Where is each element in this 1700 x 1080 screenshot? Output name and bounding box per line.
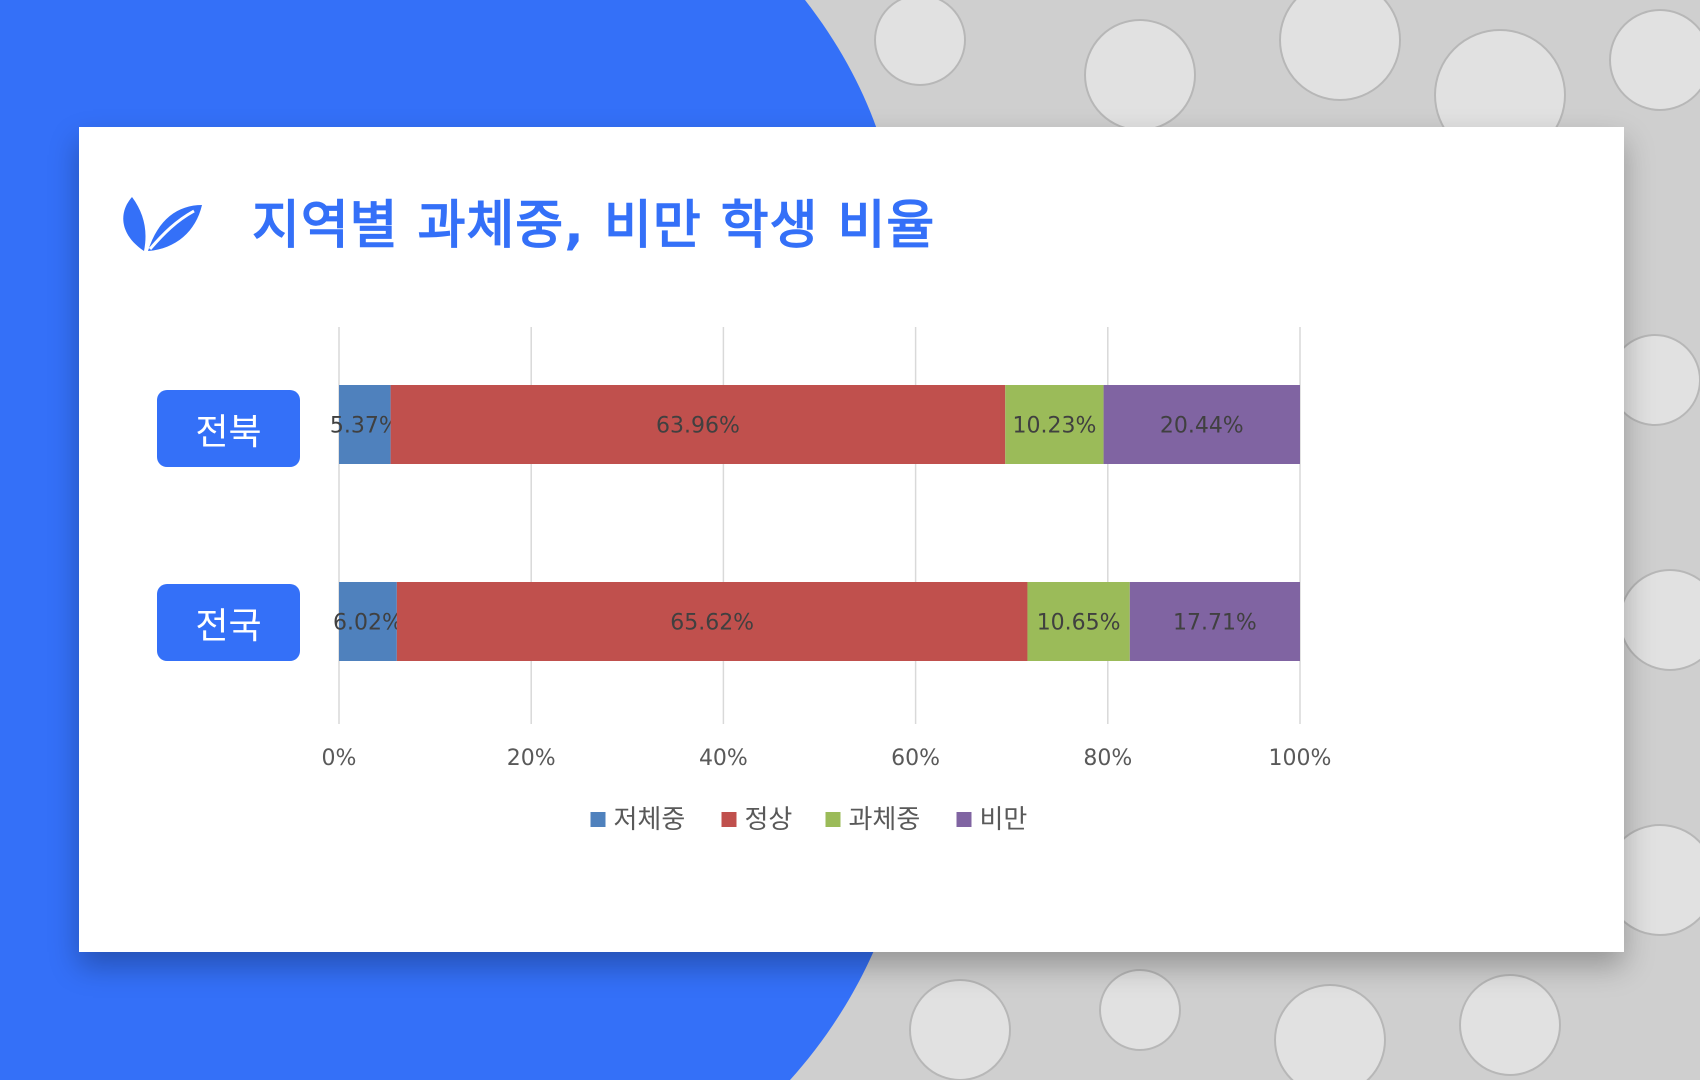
page-title: 지역별 과체중, 비만 학생 비율 xyxy=(252,196,936,256)
x-tick-label: 40% xyxy=(699,746,748,771)
x-tick-label: 0% xyxy=(322,746,357,771)
stacked-bar-chart: 0% 20% 40% 60% 80% 100% 5.37% 63.96% 10.23% 20.44… xyxy=(322,327,1332,835)
data-label: 63.96% xyxy=(656,414,740,439)
chart-card: 지역별 과체중, 비만 학생 비율 전북 전국 0% 20% 40% 60% 80% 10… xyxy=(79,127,1624,952)
data-label: 17.71% xyxy=(1173,611,1257,636)
legend-label: 과체중 xyxy=(849,805,921,835)
data-label: 65.62% xyxy=(670,611,754,636)
bar-segment xyxy=(1005,385,1104,464)
legend-label: 정상 xyxy=(745,805,793,835)
bar-segment xyxy=(1027,582,1130,661)
legend-swatch xyxy=(721,812,737,827)
legend-swatch xyxy=(825,812,841,827)
x-tick-label: 60% xyxy=(891,746,940,771)
legend-swatch xyxy=(590,812,606,827)
data-label: 6.02% xyxy=(333,611,403,636)
bar-segment xyxy=(339,582,397,661)
legend-label: 저체중 xyxy=(614,805,686,835)
category-label-jeonbuk: 전북 xyxy=(157,390,300,467)
bar-segment xyxy=(339,385,391,464)
bar-segment xyxy=(1103,385,1300,464)
leaf-icon xyxy=(123,197,202,251)
data-label: 5.37% xyxy=(330,414,400,439)
x-tick-label: 20% xyxy=(507,746,556,771)
data-label: 20.44% xyxy=(1160,414,1244,439)
x-tick-label: 100% xyxy=(1269,746,1332,771)
legend-swatch xyxy=(956,812,972,827)
bar-segment xyxy=(1129,582,1300,661)
x-tick-label: 80% xyxy=(1083,746,1132,771)
data-label: 10.23% xyxy=(1012,414,1096,439)
bar-segment xyxy=(390,385,1006,464)
bar-segment xyxy=(396,582,1028,661)
category-label-national: 전국 xyxy=(157,584,300,661)
legend-label: 비만 xyxy=(980,805,1028,835)
data-label: 10.65% xyxy=(1037,611,1121,636)
